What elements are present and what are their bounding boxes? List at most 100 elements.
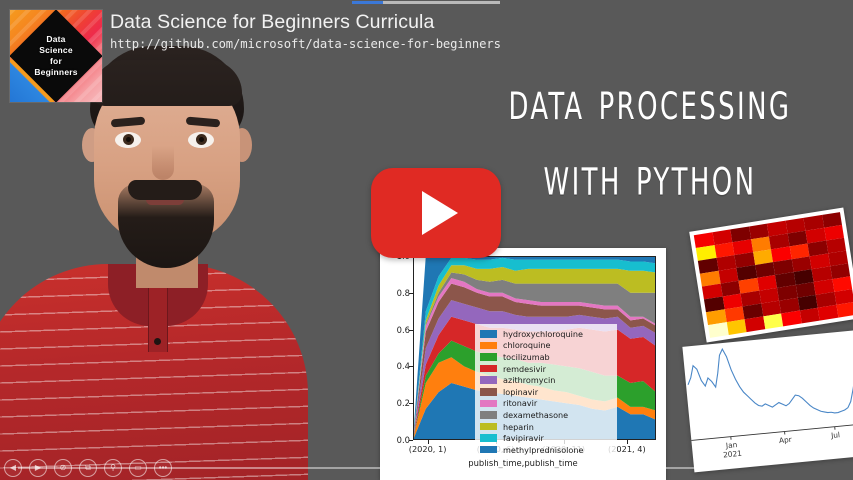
legend-label-dexamethasone: dexamethasone (503, 409, 569, 420)
course-title: Data Science for Beginners Curricula (110, 11, 435, 33)
y-axis-tick-3: 0.6 (396, 324, 410, 335)
video-progress-fill (352, 1, 384, 4)
no-annotation-button[interactable]: ⊘ (54, 459, 72, 477)
slide-title-line2: with Python (543, 145, 757, 208)
area-series-tocilizumab (413, 340, 656, 440)
line-chart-xtick-0: Jan 2021 (722, 440, 743, 460)
y-axis-tickmark-0 (409, 440, 413, 441)
legend-label-heparin: heparin (503, 421, 534, 432)
legend-item[interactable]: tocilizumab (480, 351, 612, 363)
legend-item[interactable]: lopinavir (480, 386, 612, 398)
legend-swatch-hydroxychloroquine (480, 330, 497, 338)
heatmap-thumbnail (689, 207, 853, 343)
course-url: http://github.com/microsoft/data-science… (110, 37, 501, 51)
y-axis-tickmark-1 (409, 403, 413, 405)
legend-item[interactable]: chloroquine (480, 340, 612, 352)
legend-label-azithromycin: azithromycin (503, 375, 556, 386)
legend-swatch-lopinavir (480, 388, 497, 396)
chart-legend: hydroxychloroquine chloroquine tocilizumab… (475, 324, 617, 460)
legend-swatch-ritonavir (480, 399, 497, 408)
heatmap-cell-7-6 (817, 304, 838, 321)
logo-text-line2: Science (39, 45, 73, 55)
y-axis-tickmark-3 (409, 329, 413, 331)
legend-swatch-tocilizumab (480, 353, 497, 361)
legend-item[interactable]: heparin (480, 421, 612, 433)
slide-title-line1: Data Processing (508, 70, 792, 133)
zoom-button[interactable]: ⚲ (104, 459, 122, 477)
line-chart-thumbnail: Jan 2021 Apr Jul (682, 329, 853, 473)
y-axis-tick-1: 0.2 (396, 398, 410, 409)
legend-label-lopinavir: lopinavir (503, 386, 539, 397)
legend-item[interactable]: favipiravir (480, 432, 612, 444)
course-logo: Data Science for Beginners (10, 10, 102, 102)
presenter-eye-left (115, 132, 141, 148)
legend-item[interactable]: hydroxychloroquine (480, 328, 612, 340)
area-series-heparin (413, 265, 656, 440)
presenter-video (0, 42, 308, 480)
presenter-shirt-button (154, 338, 161, 345)
presenter-nose (152, 146, 174, 180)
copy-button[interactable]: ⧉ (79, 459, 97, 477)
area-series-chloroquine (413, 357, 656, 440)
legend-label-remdesivir: remdesivir (503, 363, 546, 374)
heatmap-cell-7-5 (799, 307, 820, 324)
video-controls: ◀ ▶ ⊘ ⧉ ⚲ ▭ ••• (4, 458, 172, 478)
logo-text-line3: for (50, 56, 62, 66)
legend-swatch-methylprednisolone (480, 445, 497, 454)
legend-item[interactable]: ritonavir (480, 398, 612, 410)
y-axis-tick-0: 0.0 (396, 435, 410, 445)
y-axis-tickmark-2 (409, 366, 413, 368)
heatmap-cell-7-3 (762, 313, 784, 330)
x-axis-tickmark-3 (626, 440, 628, 444)
x-axis-tick-0: (2020, 1) (408, 444, 447, 454)
legend-label-favipiravir: favipiravir (503, 433, 544, 444)
area-series-lopinavir (413, 283, 656, 440)
presenter-mustache (128, 180, 202, 200)
chart-inner: 0.00.20.40.60.81.0 (2020, 1)(2020, 6)(20… (380, 248, 666, 480)
legend-label-methylprednisolone: methylprednisolone (503, 444, 584, 455)
presenter-placket (148, 282, 168, 352)
presenter-fringe (92, 60, 242, 106)
legend-label-ritonavir: ritonavir (503, 398, 538, 409)
y-axis-tick-2: 0.4 (396, 361, 410, 372)
video-progress-bar[interactable] (352, 1, 500, 4)
legend-item[interactable]: dexamethasone (480, 409, 612, 421)
legend-label-tocilizumab: tocilizumab (503, 351, 550, 362)
heatmap-grid (693, 212, 853, 338)
x-axis-tickmark-0 (427, 440, 429, 444)
heatmap-cell-7-4 (781, 310, 802, 327)
video-scrubber-track[interactable] (18, 467, 708, 469)
slide-title: Data Processing with Python (478, 64, 822, 215)
legend-swatch-chloroquine (480, 341, 497, 350)
legend-swatch-heparin (480, 422, 497, 431)
legend-item[interactable]: azithromycin (480, 374, 612, 386)
logo-text: Data Science for Beginners (10, 10, 102, 102)
more-options-button[interactable]: ••• (154, 459, 172, 477)
heatmap-cell-7-7 (835, 301, 853, 318)
legend-item[interactable]: remdesivir (480, 363, 612, 375)
y-axis-tick-4: 0.8 (396, 287, 410, 298)
legend-swatch-dexamethasone (480, 411, 497, 419)
logo-text-line1: Data (46, 34, 66, 44)
legend-label-hydroxychloroquine: hydroxychloroquine (503, 328, 583, 339)
logo-text-line4: Beginners (34, 67, 78, 77)
line-chart-svg (687, 347, 853, 441)
x-axis-title: publish_time,publish_time (468, 458, 578, 468)
youtube-play-button[interactable] (371, 168, 501, 258)
heatmap-cell-7-1 (726, 319, 747, 336)
fullscreen-button[interactable]: ▭ (129, 459, 147, 477)
step-back-button[interactable]: ◀ (4, 459, 22, 477)
play-triangle-icon (422, 191, 458, 235)
play-button[interactable]: ▶ (29, 459, 47, 477)
heatmap-cell-7-0 (708, 322, 729, 338)
line-chart-x-axis (691, 422, 853, 441)
legend-item[interactable]: methylprednisolone (480, 444, 612, 456)
legend-swatch-azithromycin (480, 376, 497, 384)
y-axis-tickmark-4 (409, 292, 413, 294)
line-chart-path (687, 347, 853, 414)
stacked-area-chart: 0.00.20.40.60.81.0 (2020, 1)(2020, 6)(20… (380, 248, 666, 480)
legend-swatch-favipiravir (480, 434, 497, 442)
presenter-eye-right (188, 132, 214, 148)
heatmap-cell-7-2 (744, 316, 765, 333)
